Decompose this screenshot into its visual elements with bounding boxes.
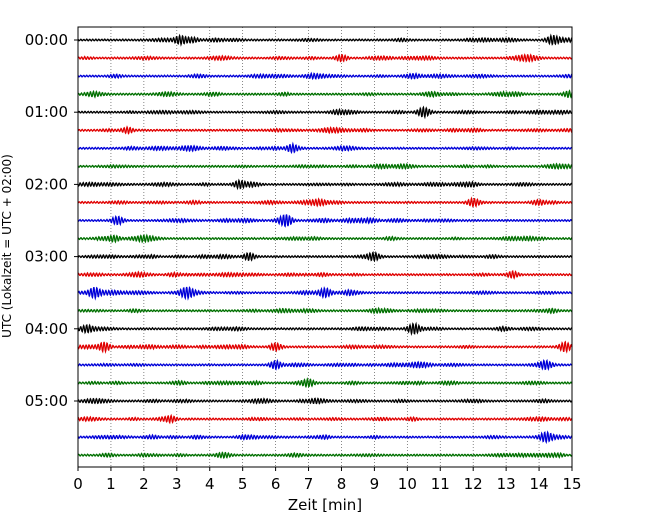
- seismic-trace: [77, 397, 573, 405]
- x-tick-label: 3: [172, 475, 182, 493]
- seismic-trace: [77, 340, 573, 355]
- y-tick-label: 04:00: [25, 320, 68, 338]
- seismic-trace: [77, 250, 573, 263]
- x-tick-label: 13: [497, 475, 516, 493]
- seismic-trace: [77, 178, 573, 191]
- x-tick-label: 14: [530, 475, 549, 493]
- x-tick-label: 2: [139, 475, 149, 493]
- vertical-gridlines: [110, 27, 540, 467]
- seismic-trace: [77, 125, 573, 135]
- x-tick-label: 1: [106, 475, 116, 493]
- x-axis-ticks: 0 1 2 3 4 5 6 7 8 9 10 11 12 13 14 15: [73, 467, 582, 493]
- x-tick-label: 0: [73, 475, 83, 493]
- x-tick-label: 4: [205, 475, 215, 493]
- seismic-trace: [77, 285, 573, 301]
- y-tick-label: 00:00: [25, 31, 68, 49]
- seismic-trace: [77, 53, 573, 63]
- seismic-trace: [77, 321, 573, 336]
- y-tick-label: 02:00: [25, 175, 68, 193]
- seismic-trace: [77, 430, 573, 445]
- seismic-trace: [77, 358, 573, 372]
- seismic-traces: [77, 33, 573, 459]
- seismic-trace: [77, 196, 573, 208]
- seismic-trace: [77, 451, 573, 459]
- x-tick-label: 11: [431, 475, 450, 493]
- x-tick-label: 6: [271, 475, 281, 493]
- y-tick-label: 05:00: [25, 392, 68, 410]
- y-tick-label: 01:00: [25, 103, 68, 121]
- x-tick-label: 12: [464, 475, 483, 493]
- x-tick-label: 9: [370, 475, 380, 493]
- seismic-trace: [77, 306, 573, 315]
- y-axis-ticks: 00:00 01:00 02:00 03:00 04:00 05:00: [25, 31, 78, 410]
- seismic-trace: [77, 105, 573, 120]
- seismic-trace: [77, 214, 573, 228]
- seismic-trace: [77, 162, 573, 171]
- seismic-trace: [77, 269, 573, 280]
- x-tick-label: 15: [562, 475, 581, 493]
- seismic-trace: [77, 71, 573, 81]
- y-axis-title: UTC (Lokalzeit = UTC + 02:00): [0, 154, 14, 338]
- y-tick-label: 03:00: [25, 248, 68, 266]
- x-tick-label: 5: [238, 475, 248, 493]
- seismic-trace: [77, 233, 573, 244]
- x-tick-label: 10: [398, 475, 417, 493]
- seismic-trace: [77, 89, 573, 99]
- x-tick-label: 7: [304, 475, 314, 493]
- seismic-trace: [77, 413, 573, 425]
- x-tick-label: 8: [337, 475, 347, 493]
- plot-frame: [77, 26, 573, 468]
- seismic-trace: [77, 141, 573, 155]
- seismic-trace: [77, 377, 573, 389]
- x-axis-title: Zeit [min]: [288, 496, 362, 514]
- seismic-trace: [77, 33, 573, 47]
